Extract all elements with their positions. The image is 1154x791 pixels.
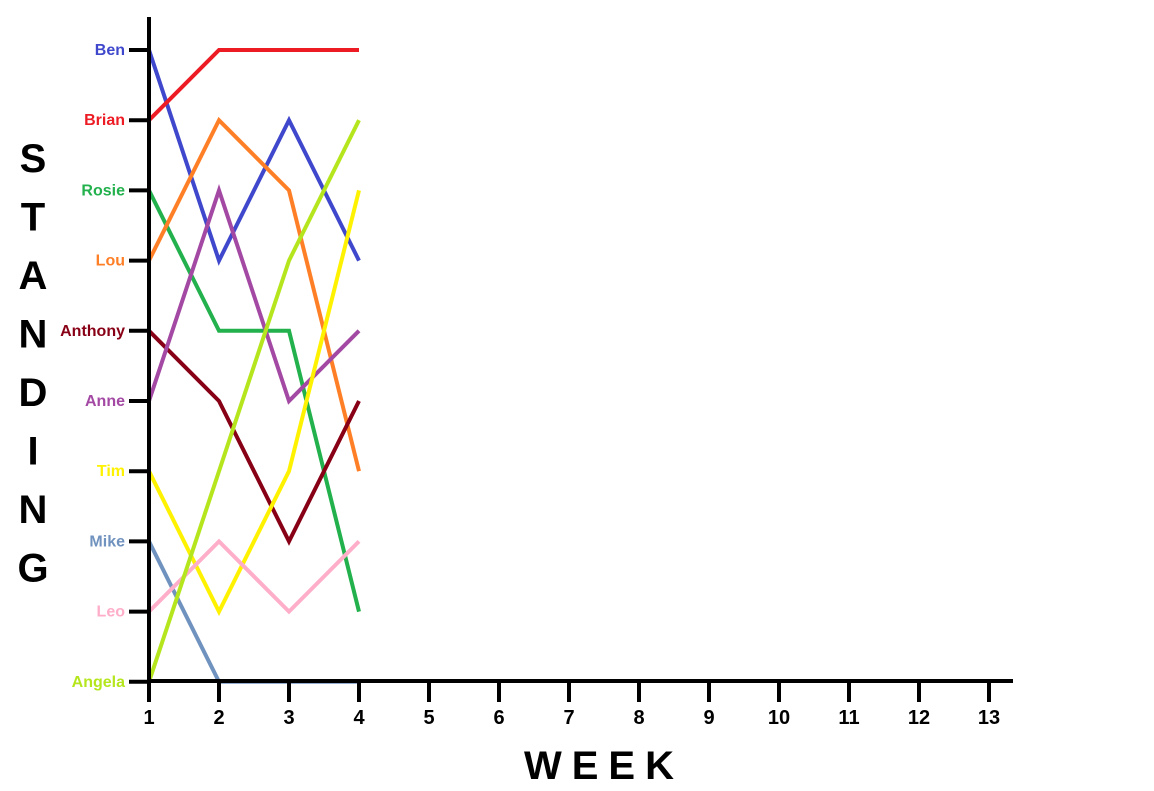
series-line-anne (147, 184, 361, 405)
series-line-brian (147, 48, 359, 122)
y-tick-label: Anthony (60, 323, 125, 340)
x-tick-label: 2 (213, 707, 224, 729)
y-ticks: Ben Brian Rosie Lou Anthony Anne Tim Mike Leo Ang… (60, 42, 149, 691)
x-ticks: 1 2 3 4 5 6 7 8 9 10 11 12 13 (143, 681, 1000, 729)
y-axis-title-letter: N (19, 488, 48, 532)
x-tick-label: 9 (703, 707, 714, 729)
x-tick-label: 1 (143, 707, 154, 729)
series-line-anthony (147, 329, 361, 546)
y-tick-label: Mike (89, 533, 125, 550)
y-tick-label: Lou (96, 253, 125, 270)
y-tick-label: Brian (84, 112, 125, 129)
y-tick-label: Rosie (81, 182, 125, 199)
series-line-rosie (147, 189, 361, 613)
y-axis-title-letter: T (21, 196, 45, 240)
x-tick-label: 12 (908, 707, 930, 729)
x-tick-label: 13 (978, 707, 1000, 729)
x-tick-label: 5 (423, 707, 434, 729)
x-tick-label: 11 (838, 707, 859, 729)
x-tick-label: 8 (633, 707, 644, 729)
series-line-tim (147, 189, 361, 617)
y-axis-title-letter: D (19, 371, 48, 415)
y-tick-label: Tim (97, 463, 125, 480)
y-tick-label: Leo (97, 604, 126, 621)
x-tick-label: 10 (768, 707, 790, 729)
y-tick-label: Angela (72, 674, 125, 691)
y-axis-title-letter: I (27, 430, 38, 474)
x-axis-title: WEEK (524, 744, 684, 788)
y-axis-title-letter: N (19, 313, 48, 357)
x-tick-label: 3 (283, 707, 294, 729)
axes (147, 17, 1013, 683)
y-tick-label: Ben (95, 42, 125, 59)
x-tick-label: 6 (493, 707, 504, 729)
x-tick-label: 4 (353, 707, 365, 729)
y-axis-title-letter: G (17, 547, 48, 591)
x-tick-label: 7 (563, 707, 574, 729)
y-axis-title-letter: S (20, 137, 47, 181)
y-tick-label: Anne (85, 393, 125, 410)
series-line-angela (147, 119, 361, 683)
series-line-mike (147, 540, 359, 684)
y-axis-title-letter: A (19, 254, 48, 298)
series-lines (147, 48, 361, 684)
